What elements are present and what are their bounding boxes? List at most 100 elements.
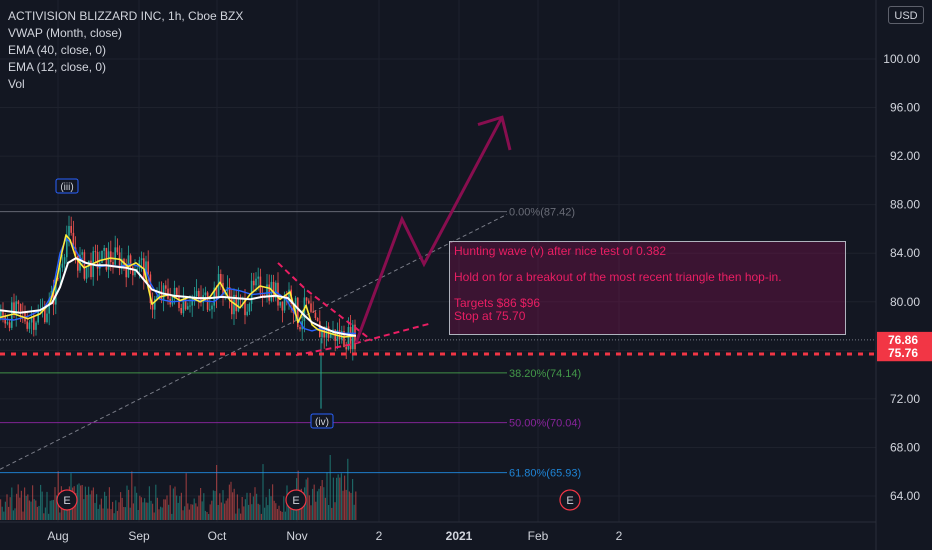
volume-bar <box>121 497 123 520</box>
volume-bar <box>217 505 219 520</box>
candle-body <box>248 303 251 312</box>
candle-body <box>48 298 50 314</box>
candle-body <box>81 252 83 255</box>
price-tag-text: 75.76 <box>888 346 918 360</box>
candle-body <box>200 296 202 303</box>
volume-bar <box>113 513 115 520</box>
volume-bar <box>115 500 117 520</box>
annotation-note[interactable]: Hunting wave (v) after nice test of 0.38… <box>449 241 846 335</box>
event-marker-1[interactable]: E <box>285 489 307 511</box>
candle-body <box>272 281 275 298</box>
candle-body <box>61 263 64 268</box>
wave-label-0[interactable]: (iii) <box>55 178 79 194</box>
volume-bar <box>86 494 88 520</box>
volume-bar <box>267 505 269 520</box>
volume-bar <box>195 503 197 520</box>
candle-body <box>312 311 314 313</box>
volume-bar <box>188 509 190 520</box>
event-marker-0[interactable]: E <box>56 489 78 511</box>
indicator-ema-40[interactable]: EMA (40, close, 0) <box>8 43 107 57</box>
candle-body <box>220 274 222 283</box>
candle-body <box>59 267 61 279</box>
price-tag-text: 76.86 <box>888 333 918 347</box>
event-marker-text: E <box>63 495 70 507</box>
event-marker-text: E <box>292 495 299 507</box>
volume-bar <box>329 455 331 520</box>
volume-bar <box>36 506 38 520</box>
candle-body <box>83 252 86 279</box>
indicator-volume[interactable]: Vol <box>8 77 25 91</box>
candle-body <box>121 258 123 269</box>
candle-body <box>138 260 141 269</box>
volume-bar <box>320 486 322 520</box>
volume-bar <box>150 500 152 520</box>
volume-bar <box>323 487 325 520</box>
volume-bar <box>201 501 203 520</box>
volume-bar <box>163 499 165 520</box>
candle-body <box>211 305 213 310</box>
candle-body <box>94 251 97 253</box>
price-tag-box <box>877 331 932 348</box>
volume-bar <box>228 484 230 520</box>
fib-label-2: 50.00%(70.04) <box>509 418 581 430</box>
candle-body <box>305 297 308 301</box>
volume-bar <box>172 488 174 520</box>
volume-bar <box>278 505 280 520</box>
volume-bar <box>168 504 170 520</box>
volume-bar <box>350 492 352 520</box>
triangle-upper <box>277 262 373 342</box>
chart-title: ACTIVISION BLIZZARD INC, 1h, Cboe BZX <box>8 9 244 23</box>
volume-bar <box>185 473 187 520</box>
volume-bar <box>257 503 259 520</box>
volume-bar <box>140 497 142 520</box>
x-tick-label-2: Oct <box>208 529 227 543</box>
wave-label-1[interactable]: (iv) <box>310 413 334 429</box>
volume-bar <box>236 494 238 520</box>
indicator-vwap[interactable]: VWAP (Month, close) <box>8 26 123 40</box>
volume-bar <box>28 500 30 520</box>
y-tick-label-2: 72.00 <box>890 392 920 406</box>
candle-body <box>110 251 112 263</box>
volume-bar <box>355 491 357 520</box>
indicator-ema-12[interactable]: EMA (12, close, 0) <box>8 60 107 74</box>
candle-body <box>215 287 218 299</box>
volume-bar <box>193 498 195 520</box>
currency-button[interactable]: USD <box>888 6 924 24</box>
volume-bar <box>227 498 229 520</box>
candle-body <box>118 252 121 269</box>
event-marker-2[interactable]: E <box>559 489 581 511</box>
candle-body <box>103 247 105 251</box>
volume-bar <box>19 497 21 520</box>
volume-bar <box>112 501 114 520</box>
volume-bar <box>78 483 80 520</box>
volume-bar <box>44 507 46 520</box>
volume-bar <box>107 508 109 520</box>
candle-body <box>15 301 17 315</box>
candle-body <box>13 302 15 315</box>
candle-body <box>209 309 211 311</box>
x-tick-label-0: Aug <box>47 529 68 543</box>
candle-body <box>283 296 286 311</box>
candle-body <box>132 266 134 276</box>
volume-bar <box>176 495 178 520</box>
candle-body <box>151 303 154 310</box>
projection-arrowhead <box>477 115 512 151</box>
volume-bar <box>339 477 341 520</box>
candle-body <box>77 255 79 271</box>
volume-bar <box>265 497 267 520</box>
volume-bar <box>281 511 283 520</box>
candle-body <box>112 262 114 265</box>
volume-bar <box>352 479 354 520</box>
volume-bar <box>41 491 43 520</box>
candle-body <box>310 303 312 312</box>
volume-bar <box>216 465 218 520</box>
volume-bar <box>312 488 314 520</box>
note-line-3: Targets $86 $96 <box>454 296 541 310</box>
candle-body <box>246 311 248 316</box>
wave-label-text: (iii) <box>60 182 73 193</box>
volume-bar <box>328 505 330 520</box>
candle-body <box>217 274 220 299</box>
candle-body <box>158 291 160 297</box>
volume-bar <box>224 503 226 520</box>
